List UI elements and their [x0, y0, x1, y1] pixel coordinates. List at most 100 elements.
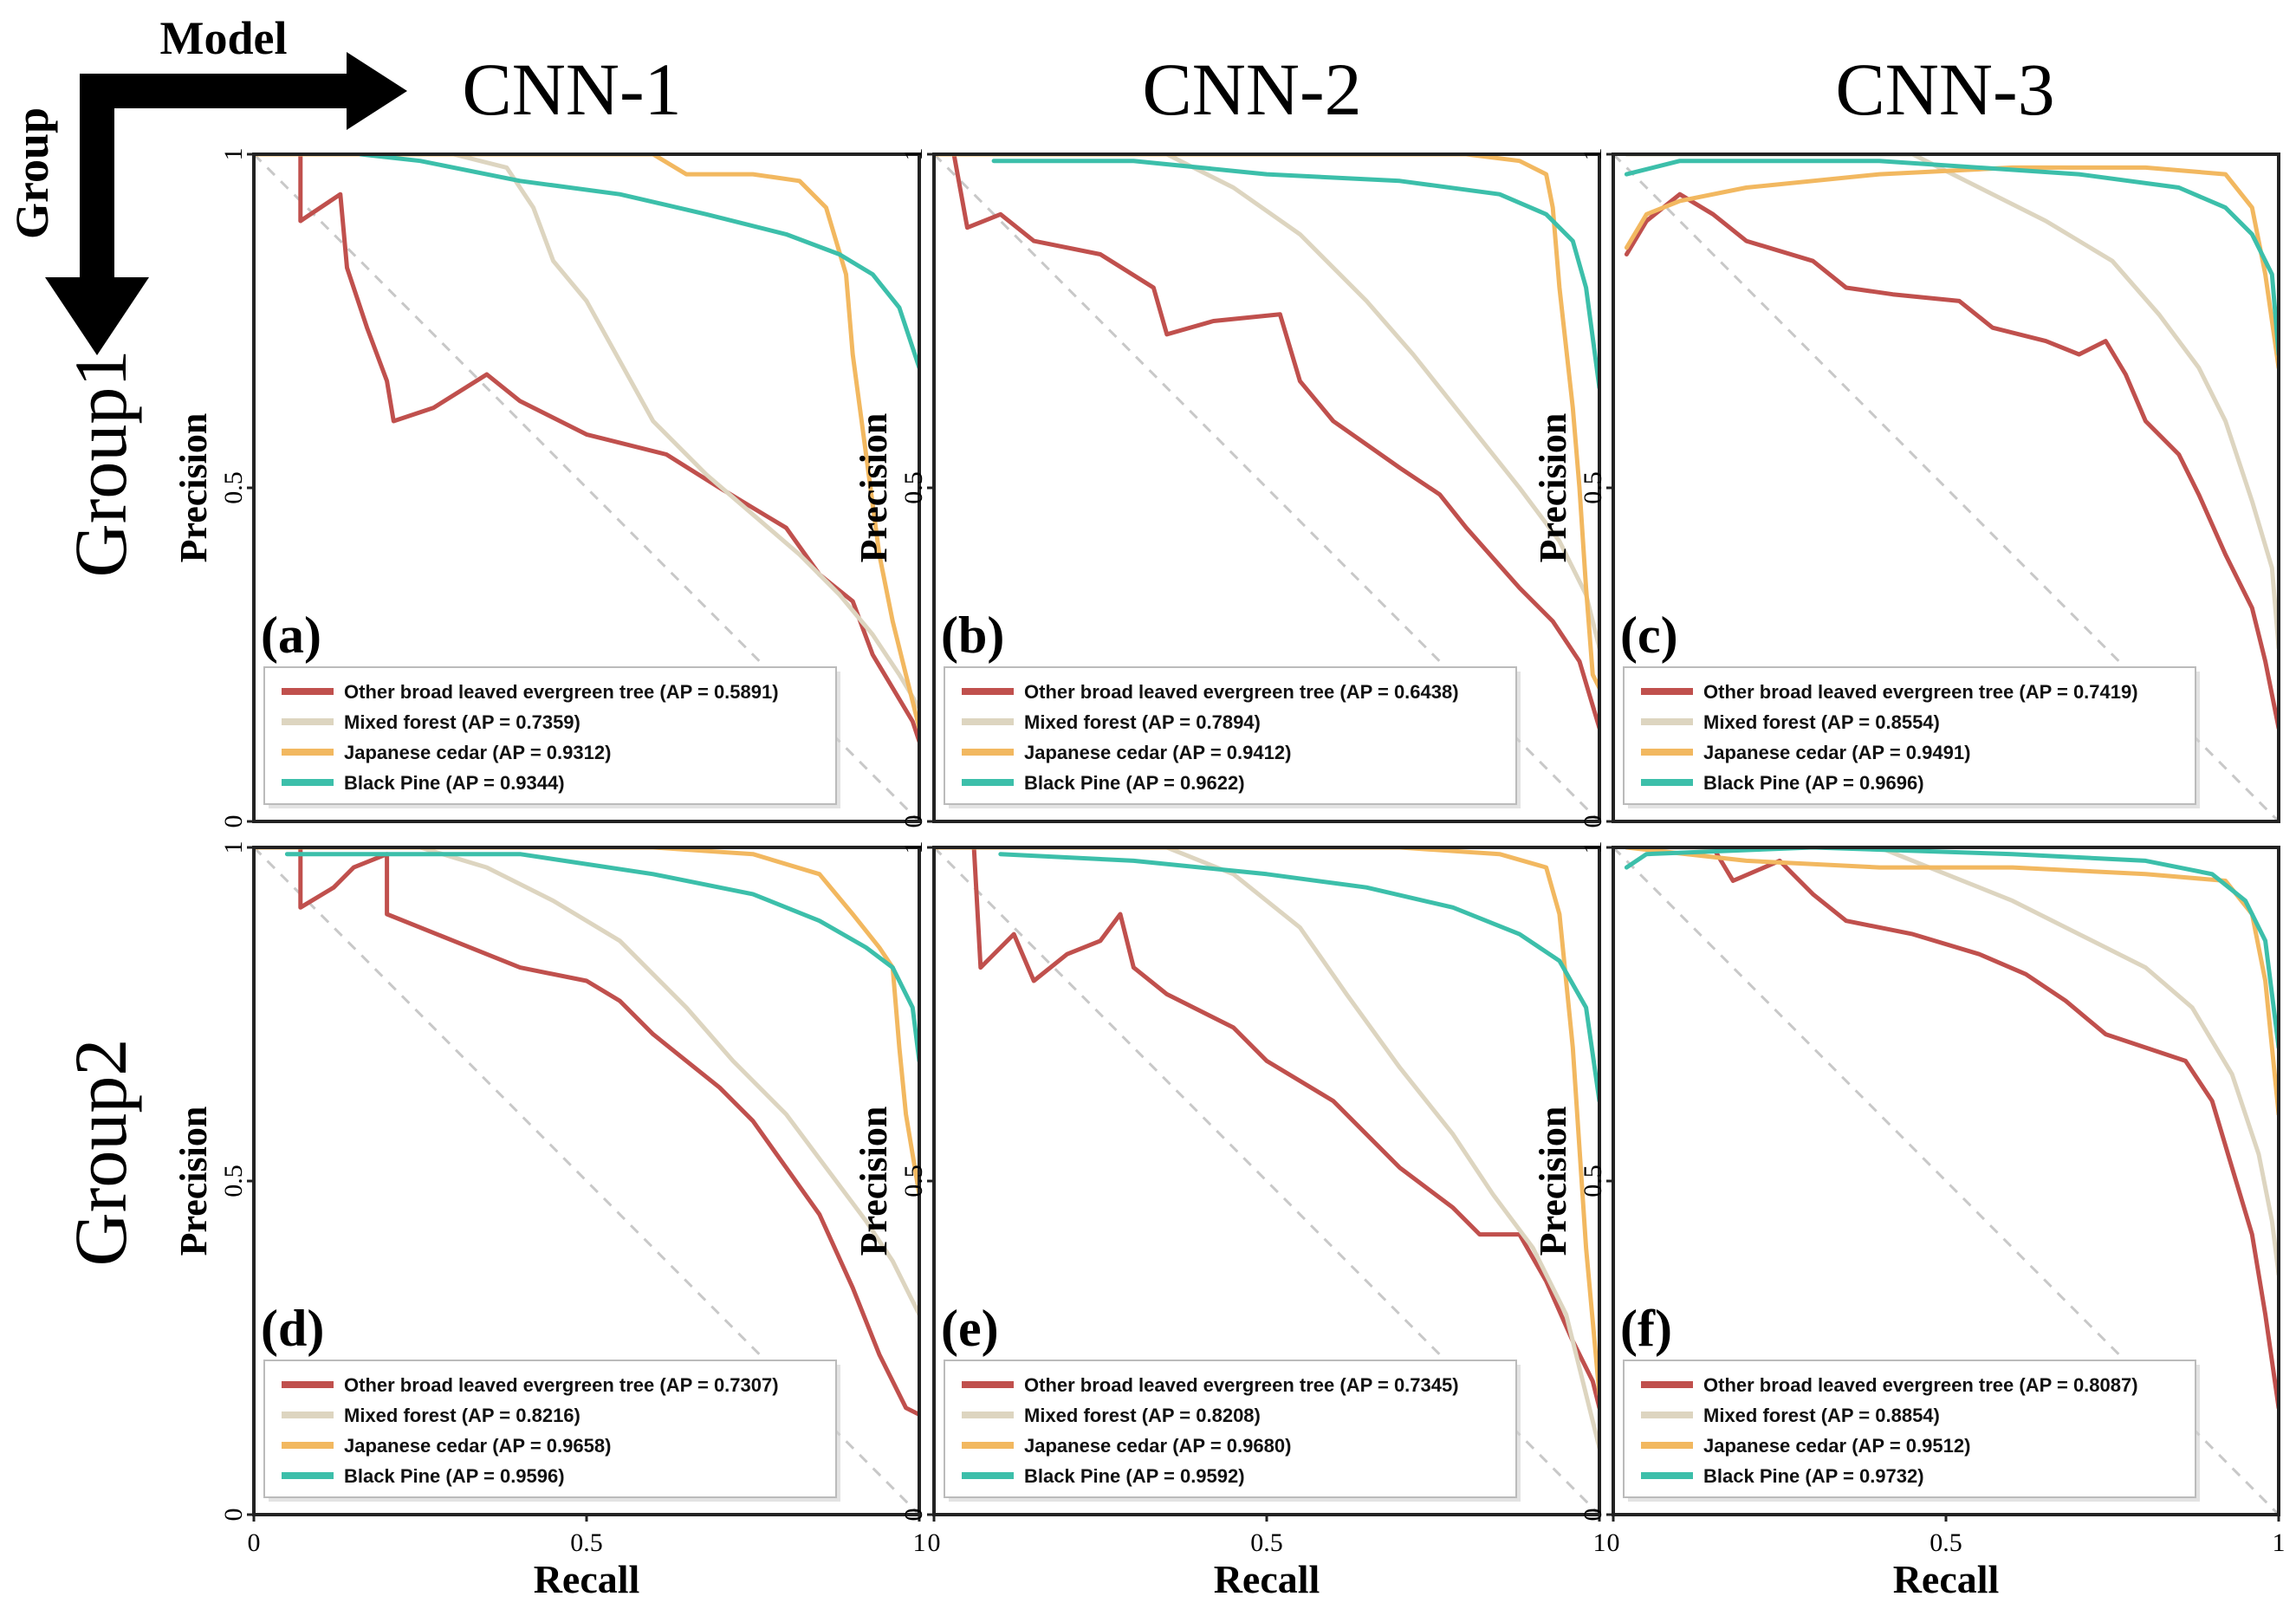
- legend-entry: Mixed forest (AP = 0.8208): [1024, 1405, 1261, 1426]
- y-tick-label: 0.5: [219, 471, 248, 504]
- x-axis-label: Recall: [534, 1557, 640, 1601]
- pr-panel-c: 0 0.5 1 Precision (c) Other broad leaved ever…: [1532, 148, 2280, 828]
- group-title-group2: Group2: [59, 1039, 142, 1267]
- legend-entry: Mixed forest (AP = 0.8216): [344, 1405, 580, 1426]
- series-line-0: [254, 154, 919, 744]
- legend-entry: Japanese cedar (AP = 0.9312): [344, 742, 611, 763]
- series-line-1: [944, 847, 1599, 1450]
- series-group: [254, 847, 919, 1417]
- y-tick-label: 0.5: [219, 1165, 248, 1197]
- x-axis-label: Recall: [1893, 1557, 2000, 1601]
- y-tick-label: 0.5: [1579, 1165, 1607, 1197]
- legend-entry: Black Pine (AP = 0.9622): [1024, 772, 1245, 794]
- series-line-2: [1624, 165, 2279, 370]
- y-tick-label: 0.5: [1579, 471, 1607, 504]
- legend-box: [944, 666, 1517, 805]
- series-line-0: [1624, 191, 2279, 730]
- series-line-1: [944, 154, 1599, 651]
- pr-panel-f: 0 0.5 1 Precision 0 0.5 1 Recall (f) Other broad …: [1532, 841, 2286, 1602]
- model-title-cnn1: CNN-1: [462, 48, 681, 131]
- y-tick-label: 1: [899, 148, 928, 161]
- legend-entry: Black Pine (AP = 0.9592): [1024, 1465, 1245, 1487]
- series-line-3: [284, 852, 919, 1063]
- y-tick-label: 1: [1579, 148, 1607, 161]
- legend-entry: Mixed forest (AP = 0.8554): [1703, 711, 1940, 733]
- legend-entry: Mixed forest (AP = 0.8854): [1703, 1405, 1940, 1426]
- model-arrow-icon: [80, 52, 407, 130]
- series-line-1: [254, 847, 919, 1317]
- series-line-2: [254, 154, 919, 730]
- y-tick-label: 1: [219, 148, 248, 161]
- legend-entry: Japanese cedar (AP = 0.9658): [344, 1435, 611, 1457]
- y-axis-label: Precision: [1532, 413, 1574, 563]
- panel-letter: (d): [261, 1300, 324, 1357]
- y-tick-label: 1: [1579, 841, 1607, 854]
- series-line-0: [951, 154, 1599, 730]
- model-title-cnn3: CNN-3: [1835, 48, 2054, 131]
- series-group: [934, 154, 1599, 730]
- legend-entry: Black Pine (AP = 0.9696): [1703, 772, 1924, 794]
- x-tick-label: 0: [928, 1528, 941, 1557]
- series-line-3: [358, 154, 919, 370]
- panels: 0 0.5 1 Precision (a) Other broad leaved ever…: [172, 148, 2286, 1602]
- legend-entry: Other broad leaved evergreen tree (AP = …: [344, 1374, 779, 1396]
- series-line-3: [998, 852, 1599, 1104]
- legend-entry: Mixed forest (AP = 0.7359): [344, 711, 580, 733]
- y-tick-label: 0: [1579, 1509, 1607, 1522]
- legend-box: [944, 1360, 1517, 1498]
- series-group: [1624, 154, 2279, 730]
- legend-entry: Japanese cedar (AP = 0.9412): [1024, 742, 1291, 763]
- legend-entry: Other broad leaved evergreen tree (AP = …: [344, 681, 779, 703]
- series-line-2: [934, 154, 1599, 691]
- legend-box: [1623, 1360, 2196, 1498]
- series-line-1: [1624, 154, 2279, 651]
- legend-entry: Other broad leaved evergreen tree (AP = …: [1024, 681, 1459, 703]
- group-title-group1: Group1: [59, 350, 142, 578]
- series-group: [254, 154, 919, 744]
- pr-panel-b: 0 0.5 1 Precision (b) Other broad leaved ever…: [853, 148, 1601, 828]
- y-tick-label: 0: [899, 815, 928, 828]
- series-line-0: [254, 847, 919, 1417]
- legend-entry: Other broad leaved evergreen tree (AP = …: [1024, 1374, 1459, 1396]
- x-tick-label: 0.5: [1930, 1528, 1962, 1557]
- legend-entry: Japanese cedar (AP = 0.9491): [1703, 742, 1970, 763]
- panel-letter: (f): [1620, 1300, 1672, 1357]
- y-tick-label: 0: [219, 815, 248, 828]
- legend-box: [1623, 666, 2196, 805]
- y-axis-label: Precision: [853, 413, 895, 563]
- x-tick-label: 0: [1607, 1528, 1620, 1557]
- y-tick-label: 1: [219, 841, 248, 854]
- legend-box: [263, 666, 837, 805]
- y-axis-label: Precision: [853, 1107, 895, 1256]
- panel-letter: (a): [261, 607, 321, 664]
- y-tick-label: 0.5: [899, 471, 928, 504]
- y-tick-label: 0: [899, 1509, 928, 1522]
- series-line-2: [254, 847, 919, 1197]
- pr-panel-d: 0 0.5 1 Precision 0 0.5 1 Recall (d) Other broad …: [172, 841, 926, 1602]
- panel-letter: (c): [1620, 607, 1678, 664]
- group-label: Group: [6, 107, 58, 239]
- group-arrow-icon: [45, 74, 149, 355]
- x-tick-label: 0: [248, 1528, 261, 1557]
- legend-entry: Japanese cedar (AP = 0.9512): [1703, 1435, 1970, 1457]
- x-tick-label: 1: [913, 1528, 926, 1557]
- x-tick-label: 0.5: [1250, 1528, 1283, 1557]
- y-tick-label: 1: [899, 841, 928, 854]
- legend-entry: Japanese cedar (AP = 0.9680): [1024, 1435, 1291, 1457]
- legend-entry: Mixed forest (AP = 0.7894): [1024, 711, 1261, 733]
- x-tick-label: 0.5: [570, 1528, 603, 1557]
- pr-panel-a: 0 0.5 1 Precision (a) Other broad leaved ever…: [172, 148, 921, 828]
- legend-entry: Black Pine (AP = 0.9596): [344, 1465, 565, 1487]
- pr-panel-e: 0 0.5 1 Precision 0 0.5 1 Recall (e) Other broad …: [853, 841, 1606, 1602]
- model-title-cnn2: CNN-2: [1142, 48, 1361, 131]
- y-tick-label: 0: [219, 1509, 248, 1522]
- x-tick-label: 1: [2273, 1528, 2286, 1557]
- series-line-3: [1624, 847, 2279, 1050]
- y-axis-label: Precision: [1532, 1107, 1574, 1256]
- model-label: Model: [160, 12, 288, 64]
- y-tick-label: 0.5: [899, 1165, 928, 1197]
- panel-letter: (e): [941, 1300, 999, 1357]
- x-tick-label: 1: [1593, 1528, 1606, 1557]
- legend-entry: Black Pine (AP = 0.9344): [344, 772, 565, 794]
